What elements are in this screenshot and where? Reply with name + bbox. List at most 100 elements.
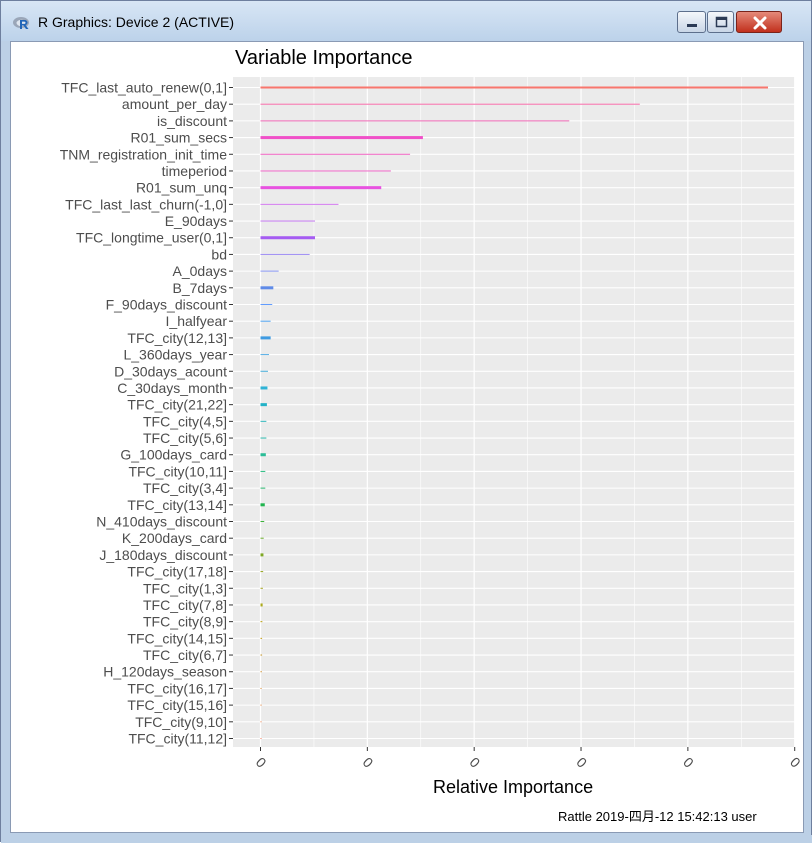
- title-bar[interactable]: R Graphics: Device 2 (ACTIVE): [1, 1, 811, 41]
- importance-bar: [260, 437, 267, 439]
- y-tick-label: TFC_city(10,11]: [128, 463, 227, 479]
- importance-bar: [260, 637, 263, 639]
- importance-bar: [260, 220, 315, 222]
- maximize-icon: [715, 16, 728, 28]
- importance-bar: [260, 153, 411, 155]
- importance-bar: [260, 738, 262, 739]
- x-tick-label: 0: [360, 754, 377, 771]
- y-tick-label: A_0days: [173, 263, 227, 279]
- importance-bar: [260, 336, 271, 340]
- x-tick-label: 0: [466, 754, 483, 771]
- minimize-icon: [687, 24, 697, 27]
- y-tick-label: F_90days_discount: [106, 297, 228, 313]
- importance-bar: [260, 403, 267, 407]
- importance-bar: [260, 120, 570, 122]
- importance-bar: [260, 621, 263, 623]
- importance-bar: [260, 721, 262, 723]
- y-tick-label: TFC_city(12,13]: [127, 330, 227, 346]
- importance-bar: [260, 103, 640, 105]
- chart-panel: [233, 77, 795, 747]
- importance-bar: [260, 354, 270, 356]
- y-tick-label: C_30days_month: [117, 380, 227, 396]
- y-tick-label: TFC_city(15,16]: [127, 697, 227, 713]
- maximize-button[interactable]: [707, 11, 734, 33]
- y-tick-label: bd: [211, 246, 227, 262]
- importance-bar: [260, 236, 315, 240]
- y-tick-label: TNM_registration_init_time: [60, 146, 227, 162]
- importance-bar: [260, 603, 263, 607]
- y-tick-label: TFC_city(9,10]: [135, 714, 227, 730]
- importance-bar: [260, 470, 266, 472]
- importance-bar: [260, 270, 279, 272]
- x-axis-label: Relative Importance: [433, 777, 594, 797]
- y-tick-label: TFC_city(17,18]: [127, 564, 227, 580]
- importance-bar: [260, 671, 262, 673]
- y-tick-label: TFC_city(4,5]: [143, 413, 227, 429]
- y-tick-label: L_360days_year: [123, 347, 227, 363]
- x-tick-label: 0: [787, 754, 804, 771]
- y-tick-label: TFC_city(7,8]: [143, 597, 227, 613]
- chart-title: Variable Importance: [235, 47, 413, 69]
- importance-bar: [260, 687, 262, 689]
- r-logo-icon: [13, 17, 29, 29]
- importance-bar: [260, 320, 271, 322]
- importance-bar: [260, 487, 266, 489]
- y-tick-label: N_410days_discount: [96, 514, 227, 530]
- window-frame-bottom: [1, 835, 812, 843]
- importance-bar: [260, 253, 310, 255]
- y-tick-label: G_100days_card: [120, 447, 227, 463]
- importance-bar: [260, 386, 268, 390]
- y-tick-label: TFC_last_last_churn(-1,0]: [65, 196, 227, 212]
- y-tick-label: J_180days_discount: [99, 547, 227, 563]
- y-tick-label: B_7days: [173, 280, 227, 296]
- y-tick-label: R01_sum_unq: [136, 180, 227, 196]
- importance-bar: [260, 587, 263, 589]
- importance-bar: [260, 370, 268, 372]
- y-tick-label: TFC_city(8,9]: [143, 614, 227, 630]
- importance-bar: [260, 203, 339, 205]
- y-tick-label: E_90days: [165, 213, 227, 229]
- x-tick-label: 0: [253, 754, 270, 771]
- x-tick-label: 0: [680, 754, 697, 771]
- y-tick-label: TFC_city(16,17]: [127, 680, 227, 696]
- rattle-caption: Rattle 2019-四月-12 15:42:13 user: [558, 809, 757, 824]
- y-tick-label: TFC_city(6,7]: [143, 647, 227, 663]
- importance-bar: [260, 420, 267, 422]
- y-tick-label: TFC_last_auto_renew(0,1]: [61, 80, 227, 96]
- y-tick-label: amount_per_day: [122, 96, 227, 112]
- y-tick-label: D_30days_acount: [114, 363, 227, 379]
- importance-bar: [260, 453, 266, 457]
- close-icon: [753, 16, 767, 30]
- y-tick-label: TFC_city(3,4]: [143, 480, 227, 496]
- y-tick-label: TFC_city(1,3]: [143, 580, 227, 596]
- close-button[interactable]: [736, 11, 782, 33]
- y-tick-label: R01_sum_secs: [131, 130, 228, 146]
- importance-bar: [260, 571, 264, 573]
- minimize-button[interactable]: [677, 11, 706, 33]
- y-tick-label: K_200days_card: [122, 530, 227, 546]
- importance-bar: [260, 170, 391, 172]
- y-tick-label: TFC_city(11,12]: [128, 731, 227, 747]
- importance-bar: [260, 553, 264, 557]
- y-tick-label: TFC_city(5,6]: [143, 430, 227, 446]
- importance-bar: [260, 654, 263, 656]
- importance-bar: [260, 136, 423, 140]
- y-tick-label: timeperiod: [162, 163, 227, 179]
- importance-bar: [260, 86, 768, 89]
- x-tick-label: 0: [573, 754, 590, 771]
- y-tick-label: TFC_city(14,15]: [127, 630, 227, 646]
- y-tick-label: TFC_city(13,14]: [127, 497, 227, 513]
- y-tick-label: is_discount: [157, 113, 227, 129]
- y-tick-label: I_halfyear: [166, 313, 228, 329]
- importance-bar: [260, 503, 265, 507]
- importance-bar: [260, 521, 265, 522]
- importance-bar: [260, 186, 382, 190]
- y-tick-label: H_120days_season: [103, 664, 227, 680]
- y-tick-label: TFC_longtime_user(0,1]: [76, 230, 227, 246]
- importance-bar: [260, 304, 273, 305]
- importance-bar: [260, 286, 274, 290]
- window-title: R Graphics: Device 2 (ACTIVE): [38, 14, 235, 30]
- y-tick-label: TFC_city(21,22]: [127, 397, 227, 413]
